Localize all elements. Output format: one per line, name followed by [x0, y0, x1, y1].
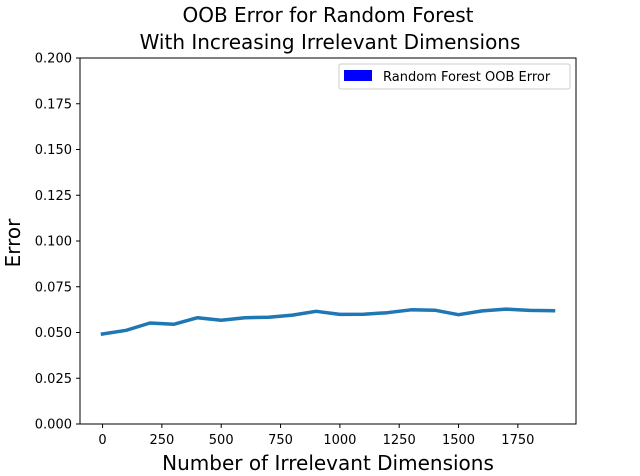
x-tick-label: 1250 — [383, 433, 416, 448]
chart-title-line-1: OOB Error for Random Forest — [182, 3, 473, 27]
y-tick-label: 0.025 — [35, 372, 72, 387]
y-tick-label: 0.075 — [35, 280, 72, 295]
data-point — [149, 322, 151, 324]
y-tick-label: 0.125 — [35, 189, 72, 204]
legend-frame — [338, 63, 571, 90]
x-tick-label: 1750 — [501, 433, 534, 448]
data-point — [125, 329, 128, 332]
data-point — [433, 309, 436, 311]
data-point — [481, 310, 484, 312]
chart-title-line-2: With Increasing Irrelevant Dimensions — [140, 30, 521, 54]
legend-swatch — [344, 70, 372, 81]
data-point — [196, 316, 199, 319]
x-axis-label: Number of Irrelevant Dimensions — [162, 451, 494, 475]
y-tick-label: 0.000 — [35, 418, 72, 433]
data-point — [552, 309, 555, 312]
y-tick-label: 0.150 — [35, 143, 72, 158]
data-point — [410, 309, 412, 311]
data-point — [101, 333, 104, 335]
data-point — [172, 323, 175, 326]
y-tick-label: 0.200 — [35, 52, 72, 67]
x-axis-ticks: 0 250 500 750 1000 1250 1500 1750 — [98, 424, 534, 448]
y-tick-label: 0.100 — [35, 235, 72, 250]
data-point — [220, 319, 223, 322]
series-layer — [100, 307, 556, 336]
data-point — [386, 311, 389, 314]
data-point — [362, 313, 365, 316]
data-point — [315, 310, 317, 313]
y-axis-label: Error — [1, 218, 25, 268]
data-point — [291, 314, 294, 316]
y-tick-label: 0.050 — [35, 326, 72, 341]
x-tick-label: 1500 — [442, 433, 475, 448]
x-tick-label: 1000 — [323, 433, 356, 448]
data-point — [528, 309, 531, 312]
plot-frame — [79, 57, 577, 425]
data-point — [457, 313, 460, 316]
data-point — [244, 316, 246, 319]
x-tick-label: 500 — [209, 433, 234, 448]
series-line — [100, 307, 556, 336]
y-axis-ticks: 0.000 0.025 0.050 0.075 0.100 0.125 0.150 0.175… — [35, 52, 80, 433]
data-point — [339, 313, 341, 316]
x-tick-label: 750 — [268, 433, 293, 448]
x-tick-label: 0 — [98, 433, 106, 448]
legend: Random Forest OOB Error — [338, 63, 571, 90]
data-point — [267, 316, 270, 319]
x-tick-label: 250 — [149, 433, 174, 448]
legend-label: Random Forest OOB Error — [383, 70, 551, 85]
data-point — [505, 308, 507, 310]
y-tick-label: 0.175 — [35, 97, 72, 112]
